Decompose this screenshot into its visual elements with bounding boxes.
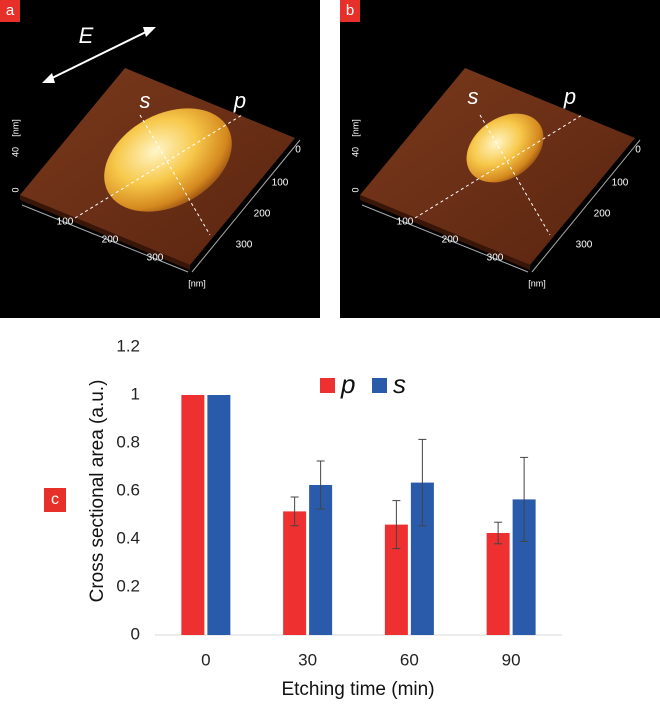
y-tick-label: 0.8 <box>116 432 140 451</box>
substrate-edge <box>20 195 190 270</box>
x-tick-label: 0 <box>201 650 210 669</box>
z-tick-label: 40 <box>350 147 360 157</box>
bar <box>283 511 307 635</box>
y-tick-label: 0.6 <box>116 480 140 499</box>
particle <box>104 108 232 212</box>
afm-panel: a Es p 0 40 [nm] 100 200 300 0 100 200 300 [nm] <box>0 0 320 318</box>
scan-line <box>414 114 583 219</box>
y-tick-label: 0.4 <box>116 528 140 547</box>
x-tick-label: 100 <box>57 217 74 228</box>
scan-line <box>139 114 211 236</box>
x-tick-label: 60 <box>400 650 419 669</box>
scan-line <box>74 114 243 219</box>
bar <box>309 485 333 635</box>
panel-label: a <box>6 2 15 19</box>
scan-line <box>479 114 551 236</box>
x-tick-label: 200 <box>102 235 119 246</box>
panel-label-box <box>340 0 360 22</box>
legend-swatch <box>372 378 387 393</box>
x-tick-label: 90 <box>502 650 521 669</box>
z-unit: [nm] <box>350 119 360 137</box>
axis-line <box>191 139 301 273</box>
y-tick-label: 100 <box>272 178 289 189</box>
z-tick-label: 0 <box>350 187 360 192</box>
bar <box>181 395 205 635</box>
axis-direction-label: s <box>140 88 151 113</box>
y-axis-label: Cross sectional area (a.u.) <box>87 380 108 603</box>
axis-line <box>21 204 189 273</box>
substrate-edge <box>360 195 530 270</box>
y-tick-label: 1 <box>131 384 140 403</box>
y-tick-label: 0 <box>295 145 301 156</box>
polarization-arrow <box>47 29 151 81</box>
panel-label: b <box>346 2 354 19</box>
x-tick-label: 300 <box>147 253 164 264</box>
y-tick-label: 1.2 <box>116 336 140 355</box>
particle <box>466 113 544 183</box>
axis-direction-label: p <box>563 84 576 109</box>
y-tick-label: 200 <box>594 209 611 220</box>
x-axis-label: Etching time (min) <box>281 679 434 700</box>
y-tick-label: 0 <box>131 624 140 643</box>
axis-direction-label: s <box>468 84 479 109</box>
axis-line <box>361 204 529 273</box>
axis-direction-label: p <box>233 88 246 113</box>
afm-panel: b s p 0 40 [nm] 100 200 300 0 100 200 300 [nm] <box>340 0 660 318</box>
legend-label: p <box>340 369 355 399</box>
arrow-head <box>42 73 55 83</box>
panel-label: c <box>51 491 59 508</box>
xy-unit: [nm] <box>528 278 546 288</box>
y-tick-label: 0.2 <box>116 576 140 595</box>
bar <box>512 499 536 635</box>
axis-line <box>531 139 641 273</box>
y-tick-label: 100 <box>612 178 629 189</box>
panel-label-box <box>0 0 20 22</box>
panel-label-box <box>44 488 66 512</box>
bar <box>207 395 231 635</box>
x-tick-label: 300 <box>487 253 504 264</box>
z-tick-label: 0 <box>10 187 20 192</box>
y-tick-label: 300 <box>236 240 253 251</box>
bar <box>384 524 408 635</box>
y-tick-label: 300 <box>576 240 593 251</box>
x-tick-label: 100 <box>397 217 414 228</box>
z-tick-label: 40 <box>10 147 20 157</box>
legend-label: s <box>393 369 406 399</box>
x-tick-label: 200 <box>442 235 459 246</box>
x-tick-label: 30 <box>298 650 317 669</box>
legend-swatch <box>320 378 335 393</box>
y-tick-label: 200 <box>254 209 271 220</box>
bar <box>486 533 510 635</box>
z-unit: [nm] <box>10 119 20 137</box>
bar <box>410 482 434 635</box>
polarization-label: E <box>79 23 94 48</box>
y-tick-label: 0 <box>635 145 641 156</box>
xy-unit: [nm] <box>188 278 206 288</box>
arrow-head <box>143 27 156 37</box>
